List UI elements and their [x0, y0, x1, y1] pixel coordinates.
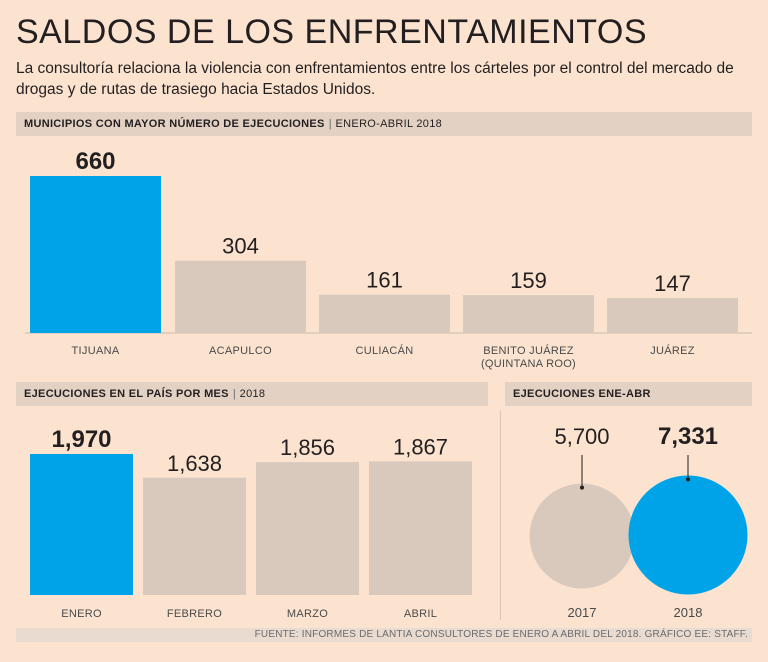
mensual-chart-header: EJECUCIONES EN EL PAÍS POR MES | 2018 — [16, 382, 488, 406]
mensual-chart-period: 2018 — [239, 388, 266, 400]
mensual-value-label: 1,867 — [393, 434, 448, 459]
mensual-category-label: FEBRERO — [167, 608, 222, 620]
municipios-bar — [175, 260, 306, 333]
municipios-category-label: TIJUANA — [72, 345, 120, 357]
mensual-chart-title: EJECUCIONES EN EL PAÍS POR MES — [24, 388, 229, 400]
municipios-value-label: 159 — [510, 268, 547, 293]
ene-abr-year-label: 2018 — [674, 605, 703, 620]
mensual-value-label: 1,856 — [280, 435, 335, 460]
ene-abr-leader-dot — [580, 485, 584, 490]
header-separator: | — [232, 388, 236, 400]
municipios-category-label: JUÁREZ — [650, 344, 695, 357]
municipios-chart-period: ENERO-ABRIL 2018 — [335, 118, 443, 130]
municipios-bar — [30, 176, 161, 333]
ene-abr-year-label: 2017 — [568, 605, 597, 620]
municipios-category-label: BENITO JUÁREZ — [483, 344, 574, 357]
mensual-category-label: MARZO — [287, 608, 328, 620]
page-subtitle: La consultoría relaciona la violencia co… — [16, 60, 734, 98]
municipios-value-label: 161 — [366, 268, 403, 293]
municipios-chart-header: MUNICIPIOS CON MAYOR NÚMERO DE EJECUCION… — [16, 112, 752, 136]
municipios-bar — [463, 295, 594, 333]
mensual-bar — [256, 462, 359, 595]
municipios-bar — [607, 298, 738, 333]
municipios-value-label: 304 — [222, 234, 259, 259]
municipios-value-label: 660 — [75, 148, 115, 175]
ene-abr-chart-header: EJECUCIONES ENE-ABR — [505, 382, 752, 406]
header-separator: | — [328, 118, 332, 130]
municipios-bar — [319, 294, 450, 333]
ene-abr-chart-title: EJECUCIONES ENE-ABR — [513, 388, 651, 400]
municipios-category-label: (QUINTANA ROO) — [481, 358, 576, 370]
mensual-bar — [30, 454, 133, 595]
ene-abr-value-label: 5,700 — [554, 424, 609, 449]
municipios-chart-title: MUNICIPIOS CON MAYOR NÚMERO DE EJECUCION… — [24, 118, 325, 130]
mensual-value-label: 1,638 — [167, 451, 222, 476]
mensual-value-label: 1,970 — [51, 426, 111, 453]
municipios-category-label: CULIACÁN — [355, 344, 413, 357]
ene-abr-value-label: 7,331 — [658, 423, 718, 450]
ene-abr-bubble — [529, 483, 635, 589]
mensual-category-label: ENERO — [61, 608, 102, 620]
municipios-value-label: 147 — [654, 271, 691, 296]
source-note: FUENTE: INFORMES DE LANTIA CONSULTORES D… — [16, 628, 752, 642]
ene-abr-bubble — [628, 475, 748, 595]
mensual-bar — [143, 477, 246, 595]
ene-abr-leader-dot — [686, 477, 690, 482]
municipios-category-label: ACAPULCO — [209, 345, 272, 357]
page-title: SALDOS DE LOS ENFRENTAMIENTOS — [16, 13, 648, 51]
section-divider — [500, 410, 501, 620]
mensual-bar — [369, 461, 472, 595]
mensual-category-label: ABRIL — [404, 608, 437, 620]
